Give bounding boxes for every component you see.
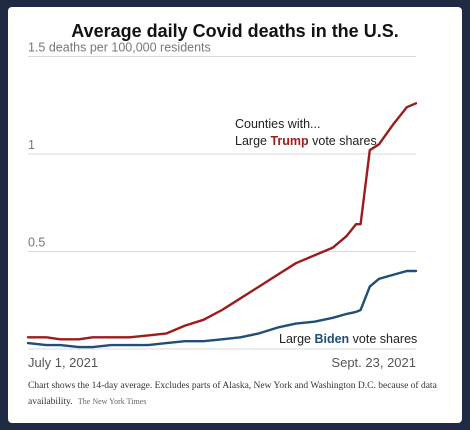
chart-card: Average daily Covid deaths in the U.S. 1…: [8, 7, 462, 423]
series-label-suffix: vote shares: [349, 332, 417, 346]
series-label-trump: Large Trump vote shares: [235, 134, 377, 148]
source-credit: The New York Times: [77, 397, 147, 406]
series-lines: [26, 102, 418, 349]
series-label-highlight: Biden: [314, 332, 349, 346]
line-chart: 1.5 deaths per 100,000 residents 1 0.5 Jul…: [26, 41, 418, 370]
chart-title: Average daily Covid deaths in the U.S.: [71, 21, 399, 41]
x-tick-label-start: July 1, 2021: [28, 355, 98, 370]
y-tick-label: 1: [28, 138, 35, 152]
footnote-text: Chart shows the 14-day average. Excludes…: [28, 381, 437, 407]
series-label-prefix: Large: [235, 134, 270, 148]
series-labels: Counties with...Large Trump vote sharesL…: [235, 117, 417, 346]
series-label-biden: Large Biden vote shares: [279, 332, 417, 346]
legend-title: Counties with...: [235, 117, 320, 131]
footnote: Chart shows the 14-day average. Excludes…: [28, 379, 448, 410]
series-line-trump: [26, 102, 418, 341]
y-axis-ticks: 1.5 deaths per 100,000 residents 1 0.5: [28, 41, 211, 250]
series-label-suffix: vote shares: [309, 134, 377, 148]
series-line-biden: [26, 269, 418, 349]
x-tick-label-end: Sept. 23, 2021: [331, 355, 416, 370]
series-label-prefix: Large: [279, 332, 314, 346]
series-label-highlight: Trump: [270, 134, 309, 148]
y-tick-label: 1.5 deaths per 100,000 residents: [28, 41, 211, 55]
y-tick-label: 0.5: [28, 236, 45, 250]
x-axis-ticks: July 1, 2021 Sept. 23, 2021: [28, 355, 416, 370]
gridlines: [28, 56, 416, 350]
